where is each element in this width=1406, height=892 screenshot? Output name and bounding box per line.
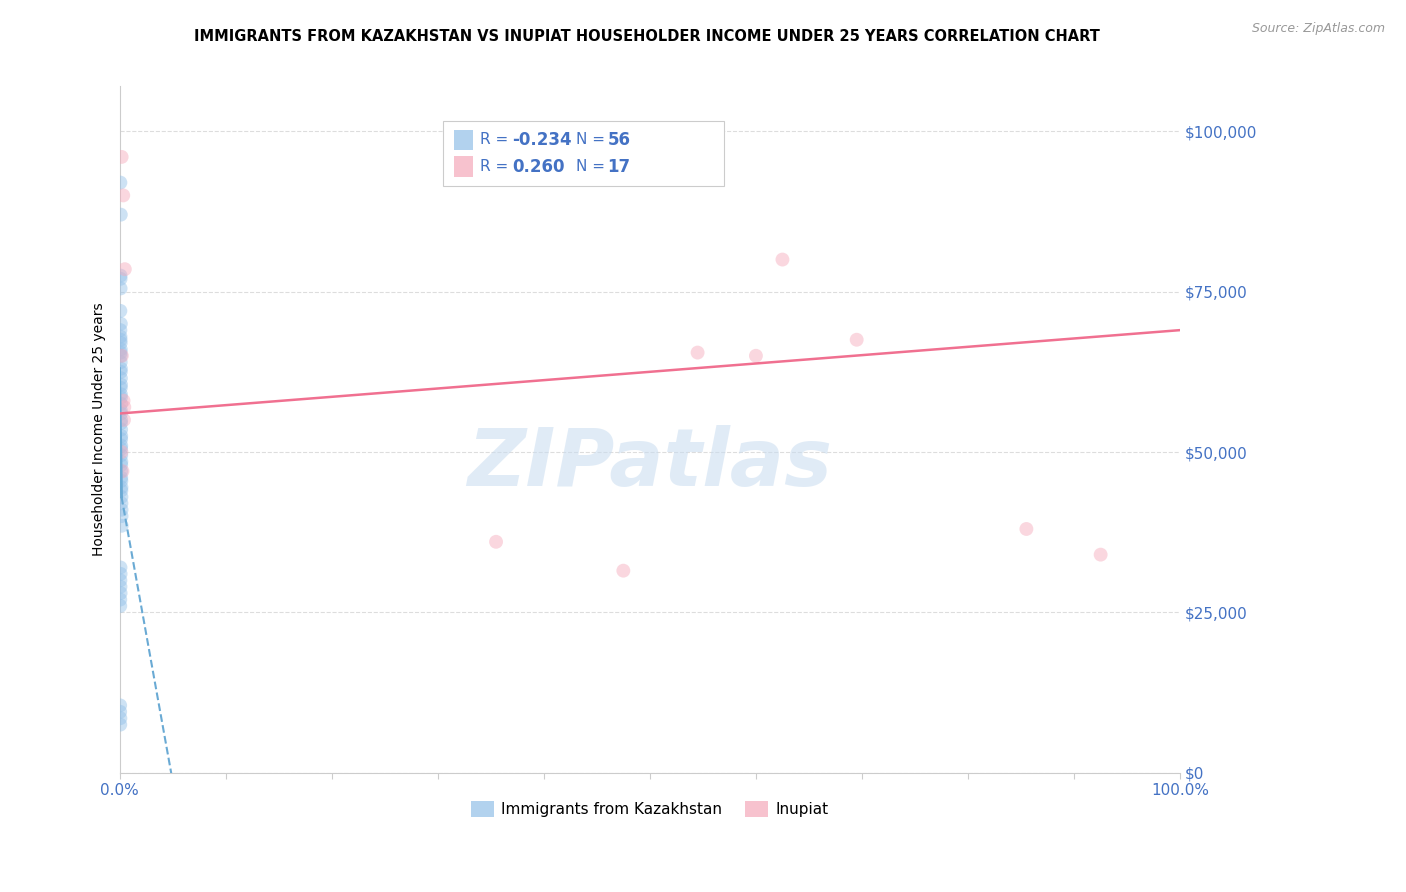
Point	[110, 335, 132, 350]
Point	[110, 343, 132, 357]
Point	[110, 483, 132, 498]
Point	[110, 413, 132, 427]
Point	[110, 480, 132, 494]
Point	[110, 448, 132, 462]
Point	[110, 509, 132, 524]
Point	[1090, 548, 1112, 562]
Point	[110, 323, 132, 337]
Bar	[454, 129, 472, 150]
Point	[112, 188, 135, 202]
Point	[110, 317, 132, 331]
Point	[110, 365, 132, 379]
Point	[111, 150, 134, 164]
Point	[110, 445, 132, 459]
Text: N =: N =	[575, 159, 609, 174]
Legend: Immigrants from Kazakhstan, Inupiat: Immigrants from Kazakhstan, Inupiat	[464, 796, 835, 823]
Point	[110, 717, 132, 731]
Point	[110, 304, 132, 318]
Point	[110, 439, 132, 453]
Point	[110, 355, 132, 369]
Point	[110, 586, 132, 600]
Point	[1015, 522, 1038, 536]
Y-axis label: Householder Income Under 25 years: Householder Income Under 25 years	[93, 302, 107, 557]
Point	[110, 329, 132, 343]
Point	[110, 560, 132, 574]
Point	[110, 281, 132, 295]
Point	[110, 387, 132, 401]
Bar	[454, 156, 472, 177]
Point	[110, 711, 132, 725]
Point	[110, 333, 132, 347]
Point	[110, 429, 132, 443]
Text: 17: 17	[607, 158, 630, 176]
Point	[111, 464, 134, 478]
Point	[114, 262, 136, 277]
Point	[845, 333, 868, 347]
Text: 56: 56	[607, 131, 630, 149]
Point	[111, 518, 134, 533]
Point	[772, 252, 794, 267]
Point	[110, 470, 132, 484]
Point	[110, 464, 132, 478]
Point	[110, 381, 132, 395]
Point	[110, 391, 132, 405]
Point	[111, 349, 134, 363]
Point	[108, 705, 131, 719]
Point	[745, 349, 768, 363]
Text: R =: R =	[481, 132, 513, 147]
Text: N =: N =	[575, 132, 609, 147]
Point	[110, 371, 132, 385]
Point	[110, 416, 132, 430]
Point	[110, 458, 132, 472]
Point	[110, 349, 132, 363]
Point	[110, 432, 132, 446]
Point	[110, 496, 132, 510]
Point	[108, 698, 131, 713]
Point	[110, 566, 132, 581]
Point	[110, 407, 132, 421]
Point	[110, 403, 132, 417]
Point	[112, 393, 135, 408]
Point	[110, 474, 132, 488]
Point	[612, 564, 634, 578]
Text: 0.260: 0.260	[512, 158, 564, 176]
Point	[110, 268, 132, 283]
Point	[110, 580, 132, 594]
Point	[110, 272, 132, 286]
Point	[110, 176, 132, 190]
Point	[110, 361, 132, 376]
Point	[110, 490, 132, 504]
Point	[112, 413, 135, 427]
Point	[110, 592, 132, 607]
Point	[110, 599, 132, 613]
Point	[110, 574, 132, 588]
Point	[485, 534, 508, 549]
Text: -0.234: -0.234	[512, 131, 572, 149]
Text: R =: R =	[481, 159, 519, 174]
Text: ZIPatlas: ZIPatlas	[467, 425, 832, 503]
Point	[112, 400, 135, 414]
Point	[686, 345, 709, 359]
Point	[110, 502, 132, 516]
Point	[110, 208, 132, 222]
Text: Source: ZipAtlas.com: Source: ZipAtlas.com	[1251, 22, 1385, 36]
Text: IMMIGRANTS FROM KAZAKHSTAN VS INUPIAT HOUSEHOLDER INCOME UNDER 25 YEARS CORRELAT: IMMIGRANTS FROM KAZAKHSTAN VS INUPIAT HO…	[194, 29, 1099, 44]
Point	[110, 423, 132, 437]
Point	[110, 345, 132, 359]
FancyBboxPatch shape	[443, 120, 724, 186]
Point	[110, 377, 132, 392]
Point	[110, 455, 132, 469]
Point	[110, 442, 132, 456]
Point	[110, 397, 132, 411]
